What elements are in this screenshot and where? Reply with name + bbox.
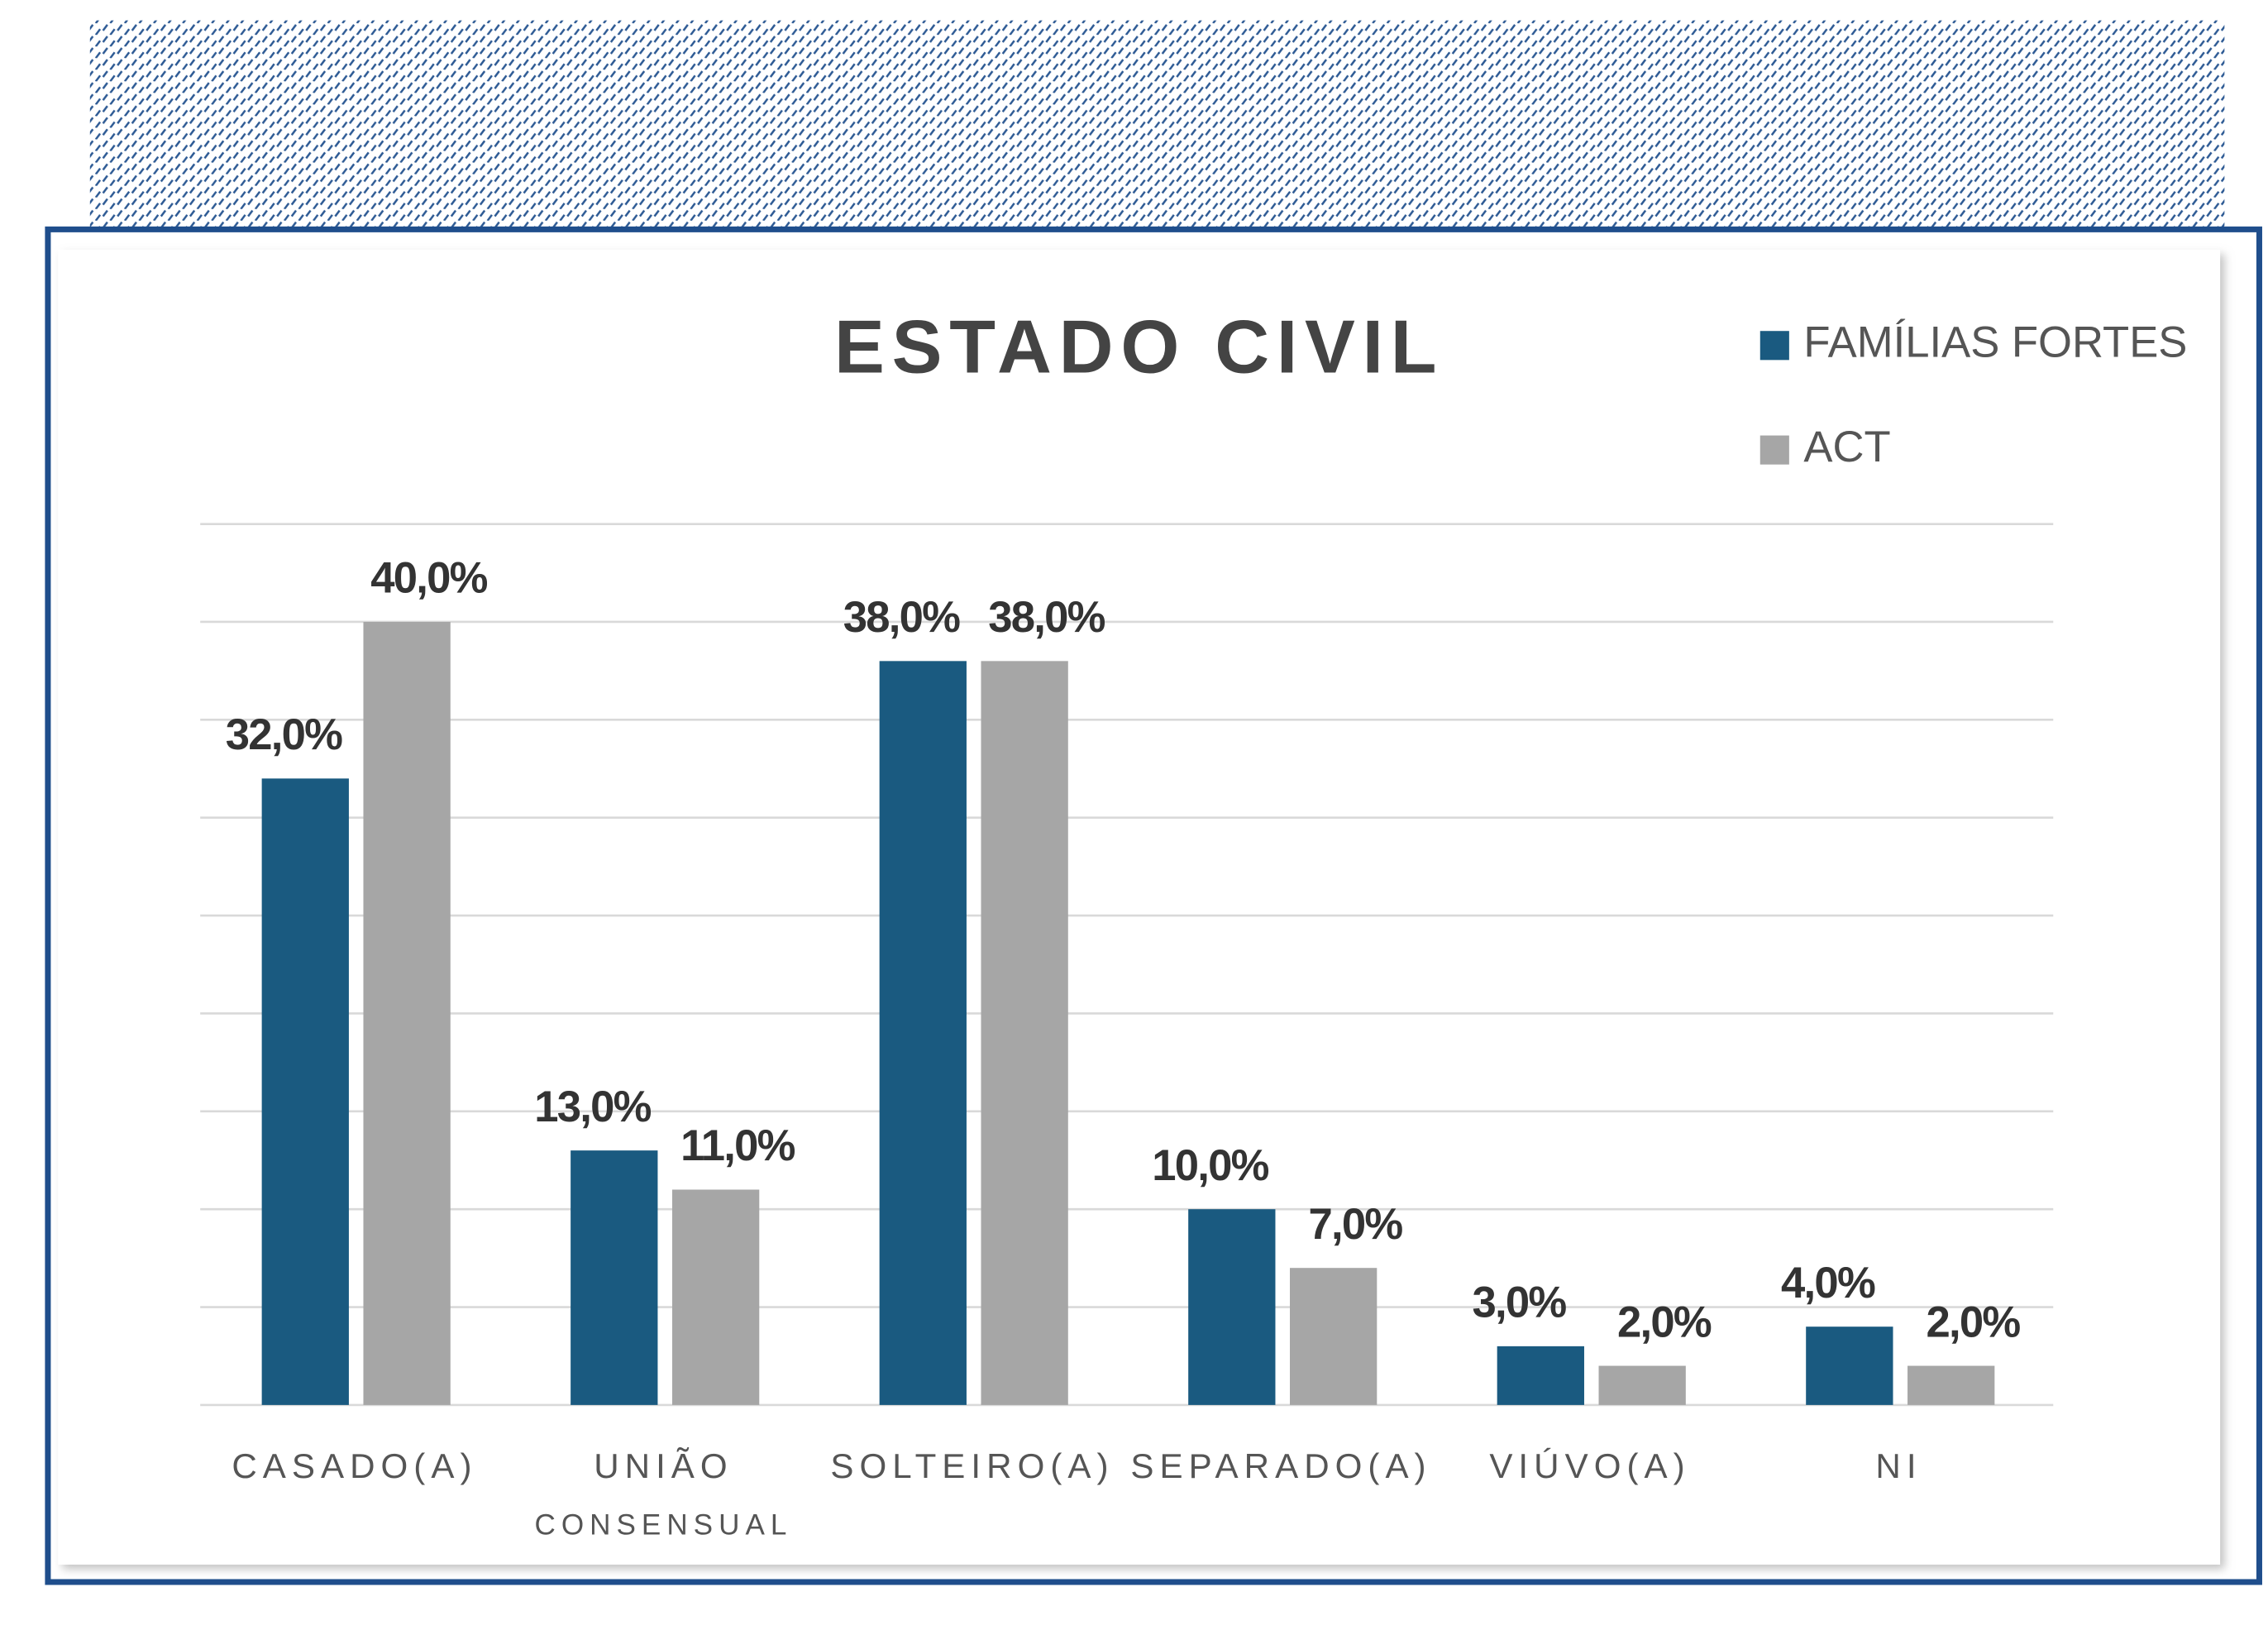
- bar: [261, 778, 349, 1405]
- data-label: 11,0%: [680, 1121, 795, 1170]
- bar: [879, 661, 967, 1405]
- data-label: 3,0%: [1473, 1279, 1567, 1327]
- decorative-pattern: [89, 20, 2225, 253]
- bar: [1806, 1326, 1893, 1405]
- data-label: 10,0%: [1152, 1141, 1268, 1190]
- data-label: 40,0%: [370, 554, 487, 603]
- bar: [1598, 1365, 1686, 1405]
- x-tick-label: SEPARADO(A): [1130, 1446, 1431, 1485]
- data-label: 38,0%: [843, 593, 960, 642]
- x-tick-label: UNIÃO CONSENSUAL: [534, 1446, 792, 1541]
- bar: [363, 621, 451, 1405]
- legend-swatch: [1759, 331, 1789, 361]
- x-tick-label: VIÚVO(A): [1489, 1446, 1690, 1485]
- bar: [1497, 1346, 1584, 1405]
- bar: [1188, 1209, 1276, 1405]
- data-label: 38,0%: [988, 593, 1105, 642]
- legend-swatch: [1759, 435, 1789, 465]
- data-label: 7,0%: [1309, 1200, 1403, 1249]
- x-tick-label: NI: [1875, 1446, 1922, 1485]
- data-label: 13,0%: [534, 1083, 651, 1131]
- chart-title: ESTADO CIVIL: [834, 305, 1444, 390]
- bar: [1290, 1268, 1378, 1405]
- data-label: 32,0%: [226, 710, 342, 759]
- legend-label: FAMÍLIAS FORTES: [1803, 318, 2187, 367]
- x-tick-label: SOLTEIRO(A): [830, 1446, 1114, 1485]
- bar: [571, 1150, 658, 1405]
- x-tick-label: CASADO(A): [232, 1446, 477, 1485]
- bar: [981, 661, 1068, 1405]
- legend-label: ACT: [1803, 423, 1890, 471]
- data-label: 2,0%: [1617, 1298, 1712, 1346]
- data-label: 2,0%: [1927, 1298, 2021, 1346]
- bar: [671, 1189, 760, 1405]
- bar: [1908, 1365, 1995, 1405]
- data-label: 4,0%: [1781, 1259, 1875, 1307]
